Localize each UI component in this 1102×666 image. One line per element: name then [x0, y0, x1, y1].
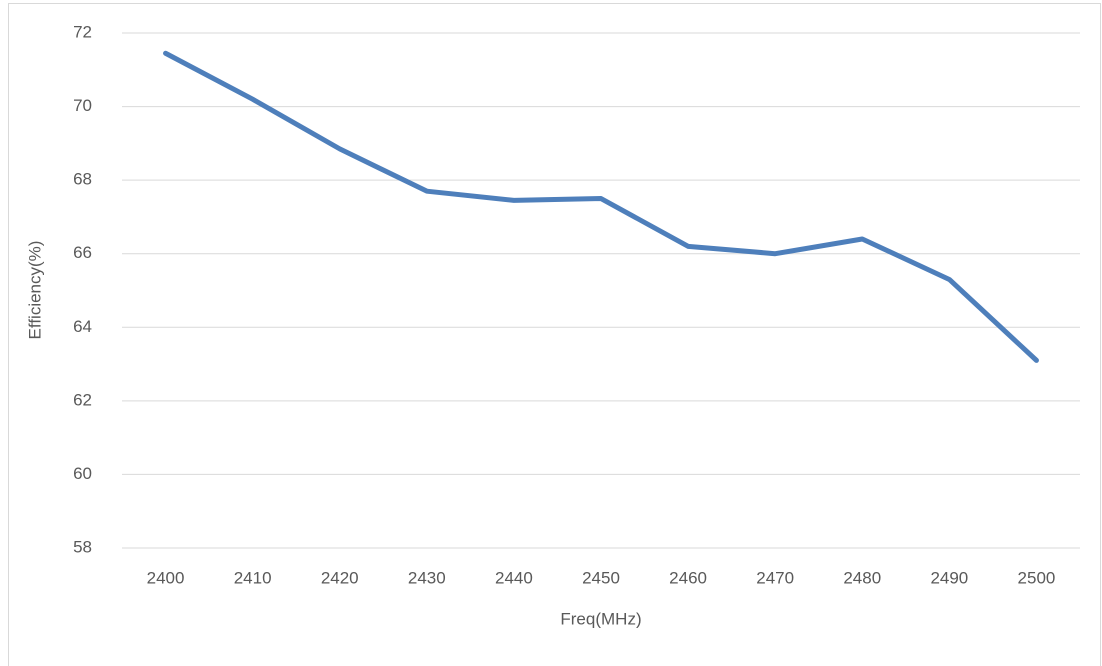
x-tick-label: 2420 [321, 568, 359, 587]
x-tick-label: 2400 [147, 568, 185, 587]
x-tick-label: 2470 [756, 568, 794, 587]
chart-frame [8, 3, 1101, 666]
y-tick-label: 64 [73, 317, 92, 336]
x-tick-label: 2500 [1018, 568, 1056, 587]
y-tick-label: 72 [73, 22, 92, 41]
x-tick-label: 2450 [582, 568, 620, 587]
x-tick-label: 2460 [669, 568, 707, 587]
y-tick-label: 70 [73, 96, 92, 115]
y-tick-label: 62 [73, 390, 92, 409]
x-tick-label: 2410 [234, 568, 272, 587]
x-tick-label: 2480 [843, 568, 881, 587]
x-axis-label: Freq(MHz) [560, 609, 641, 628]
x-tick-label: 2430 [408, 568, 446, 587]
y-tick-label: 60 [73, 464, 92, 483]
y-axis-label: Efficiency(%) [25, 241, 44, 340]
y-tick-label: 66 [73, 243, 92, 262]
y-tick-label: 58 [73, 537, 92, 556]
x-tick-label: 2490 [930, 568, 968, 587]
x-tick-label: 2440 [495, 568, 533, 587]
y-tick-label: 68 [73, 170, 92, 189]
data-line [163, 50, 1039, 363]
